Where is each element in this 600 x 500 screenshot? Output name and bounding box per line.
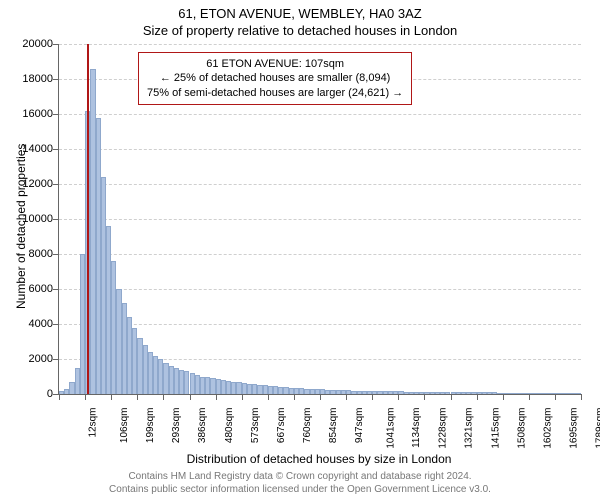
x-tick-label: 1602sqm [542,408,553,449]
y-tick-label: 4000 [29,318,53,330]
x-tick [398,394,399,400]
x-tick-label: 12sqm [88,408,99,438]
x-tick [59,394,60,400]
x-tick [451,394,452,400]
chart-container: 61, ETON AVENUE, WEMBLEY, HA0 3AZ Size o… [0,0,600,500]
x-tick [372,394,373,400]
callout-line-3: 75% of semi-detached houses are larger (… [147,86,403,100]
x-tick [346,394,347,400]
x-tick [555,394,556,400]
x-tick [424,394,425,400]
x-tick [320,394,321,400]
x-tick [163,394,164,400]
footer: Contains HM Land Registry data © Crown c… [0,471,600,496]
y-tick-label: 18000 [22,73,53,85]
x-tick-label: 854sqm [328,408,339,444]
y-tick-label: 0 [47,388,53,400]
chart-title: 61, ETON AVENUE, WEMBLEY, HA0 3AZ [0,0,600,21]
y-tick-label: 6000 [29,283,53,295]
x-tick [85,394,86,400]
x-tick-label: 1695sqm [568,408,579,449]
chart-subtitle: Size of property relative to detached ho… [0,21,600,38]
x-tick-label: 1415sqm [490,408,501,449]
x-tick-label: 1321sqm [464,408,475,449]
x-tick-label: 480sqm [224,408,235,444]
x-tick-label: 1134sqm [411,408,422,448]
footer-line-2: Contains public sector information licen… [0,484,600,497]
x-tick [294,394,295,400]
x-tick-label: 573sqm [250,408,261,444]
x-tick [581,394,582,400]
x-tick [503,394,504,400]
x-tick-label: 106sqm [119,408,130,444]
x-tick-label: 947sqm [354,408,365,444]
callout-box: 61 ETON AVENUE: 107sqm ← 25% of detached… [138,52,412,105]
y-tick-label: 20000 [22,38,53,50]
x-tick-label: 1789sqm [595,408,600,449]
y-tick-label: 16000 [22,108,53,120]
y-axis-title: Number of detached properties [14,144,28,309]
x-tick-label: 1228sqm [438,408,449,449]
highlight-line [87,44,89,394]
y-tick-label: 8000 [29,248,53,260]
x-tick [137,394,138,400]
x-tick-label: 199sqm [145,408,156,444]
callout-line-2: ← 25% of detached houses are smaller (8,… [147,71,403,85]
x-tick-label: 1508sqm [516,408,527,449]
x-tick-label: 1041sqm [386,408,397,449]
x-tick-label: 760sqm [302,408,313,444]
x-tick [190,394,191,400]
x-tick [477,394,478,400]
x-tick [111,394,112,400]
x-tick [242,394,243,400]
chart-area: 0200040006000800010000120001400016000180… [58,44,580,424]
footer-line-1: Contains HM Land Registry data © Crown c… [0,471,600,484]
x-tick-label: 293sqm [171,408,182,444]
x-axis-title: Distribution of detached houses by size … [58,452,580,466]
x-tick-label: 386sqm [197,408,208,444]
bar [576,393,581,394]
y-tick-label: 2000 [29,353,53,365]
x-tick [216,394,217,400]
x-tick [529,394,530,400]
callout-line-1: 61 ETON AVENUE: 107sqm [147,57,403,71]
x-tick-label: 667sqm [276,408,287,444]
x-tick [268,394,269,400]
